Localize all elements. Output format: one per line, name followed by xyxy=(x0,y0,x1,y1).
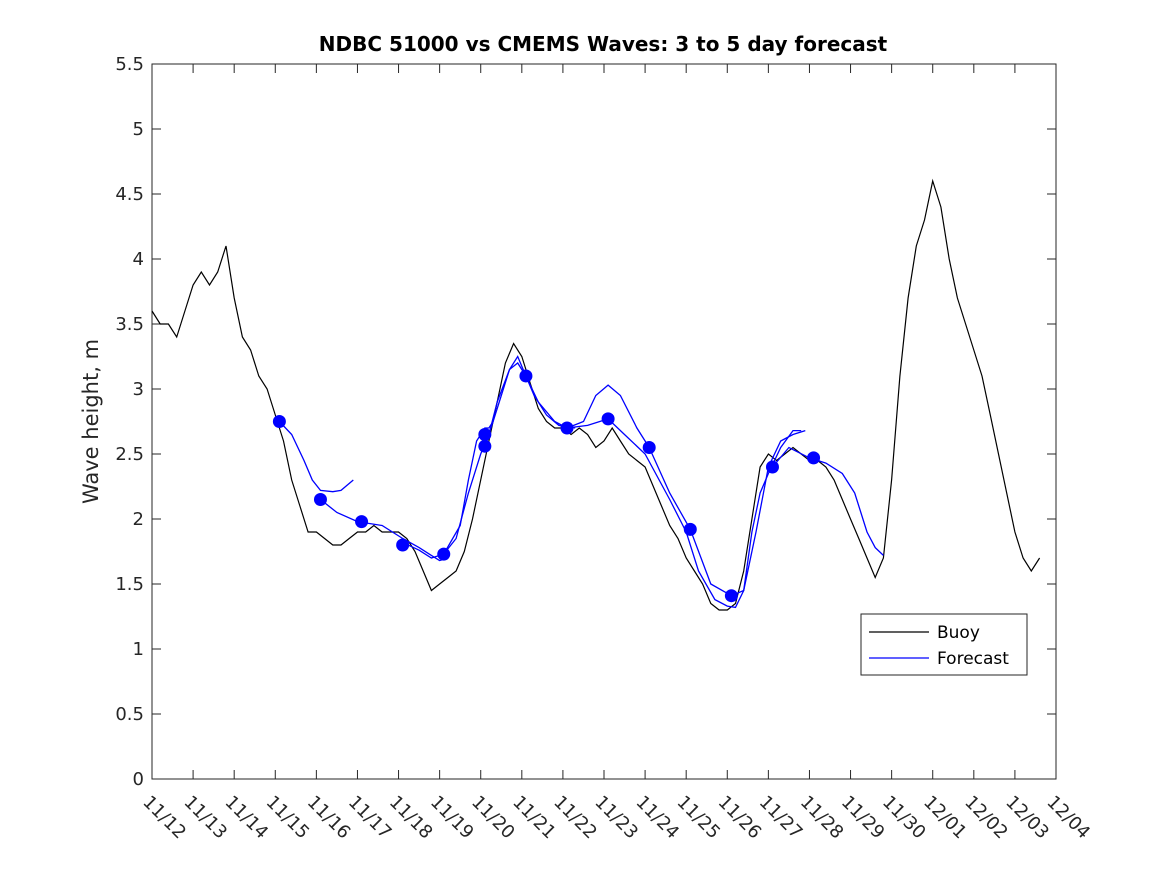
plot-area: 00.511.522.533.544.555.511/1211/1311/141… xyxy=(115,54,1094,843)
forecast-point xyxy=(560,421,574,435)
y-tick-label: 2 xyxy=(133,509,144,530)
series-layer xyxy=(151,178,1041,611)
y-tick-label: 1.5 xyxy=(115,574,144,595)
y-tick-label: 0.5 xyxy=(115,704,144,725)
forecast-point xyxy=(807,451,821,465)
forecast-point xyxy=(642,441,656,454)
y-tick-label: 4.5 xyxy=(115,184,144,205)
forecast-point xyxy=(272,415,286,428)
y-tick-label: 5.5 xyxy=(115,54,144,75)
series-line-forecast-segment xyxy=(320,498,449,562)
forecast-point xyxy=(355,515,369,529)
forecast-point xyxy=(313,493,327,506)
legend: Buoy Forecast xyxy=(860,613,1028,676)
y-tick-label: 5 xyxy=(133,119,144,140)
forecast-point xyxy=(396,538,410,552)
y-tick-label: 3 xyxy=(133,379,144,400)
series-line-forecast-segment xyxy=(525,375,650,448)
series-line-forecast-segment xyxy=(484,355,576,447)
series-line-forecast-segment xyxy=(402,421,494,559)
legend-label: Buoy xyxy=(937,623,980,643)
legend-box xyxy=(860,613,1028,676)
forecast-point xyxy=(765,460,779,474)
forecast-point xyxy=(519,369,533,383)
forecast-point xyxy=(683,522,697,536)
forecast-point xyxy=(724,589,738,603)
y-tick-label: 1 xyxy=(133,639,144,660)
forecast-point xyxy=(478,439,492,453)
y-tick-label: 3.5 xyxy=(115,314,144,335)
y-axis-label: Wave height, m xyxy=(79,339,103,504)
series-line-buoy xyxy=(151,178,1041,611)
y-tick-label: 2.5 xyxy=(115,444,144,465)
series-line-forecast-segment xyxy=(772,446,884,556)
forecast-point xyxy=(601,412,615,426)
y-tick-label: 4 xyxy=(133,249,144,270)
series-line-forecast-segment xyxy=(278,421,354,493)
series-line-forecast-segment xyxy=(648,429,806,597)
chart-title: NDBC 51000 vs CMEMS Waves: 3 to 5 day fo… xyxy=(319,32,888,56)
legend-label: Forecast xyxy=(937,649,1009,669)
y-tick-label: 0 xyxy=(133,769,144,790)
forecast-point xyxy=(437,547,451,561)
forecast-point xyxy=(478,428,492,441)
